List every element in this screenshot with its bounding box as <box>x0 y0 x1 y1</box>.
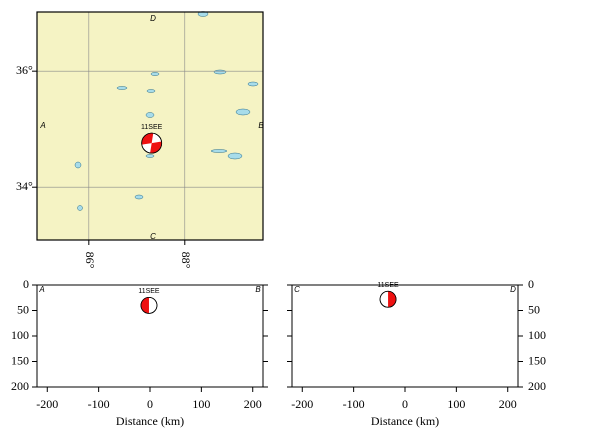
profile-label: B <box>258 121 264 130</box>
section: -200 -100 0 100 200 0 50 100 150 200 Distance (km)… <box>287 277 546 428</box>
y-tick-label: 200 <box>528 379 546 393</box>
lake <box>116 86 128 90</box>
lake <box>247 81 259 87</box>
map-ticks: 36° 34° 86° 88° <box>16 63 193 269</box>
mechanism-outline <box>379 290 397 308</box>
mechanism-outline <box>140 296 158 314</box>
y-tick-label: 100 <box>11 328 29 342</box>
y-tick-label: 200 <box>11 379 29 393</box>
lake <box>145 112 155 118</box>
y-tick-label: 150 <box>528 353 546 367</box>
lake <box>235 108 251 116</box>
x-tick-label: 200 <box>244 397 262 411</box>
focal-mechanism <box>141 132 163 154</box>
mechanism-quadrant <box>141 133 154 145</box>
lon-tick-label: 88° <box>179 252 193 269</box>
focal-mechanism <box>379 290 397 308</box>
x-tick-label: 0 <box>402 397 408 411</box>
x-tick-label: 100 <box>192 397 210 411</box>
y-tick-label: 0 <box>23 277 29 291</box>
profile-label: A <box>39 121 45 130</box>
lake <box>146 89 156 93</box>
x-axis-label: Distance (km) <box>371 414 439 428</box>
mechanism-quadrant <box>140 297 149 314</box>
x-tick-label: -200 <box>36 397 58 411</box>
mechanism-quadrant <box>388 291 397 308</box>
event-label: 11SEE <box>377 282 399 289</box>
x-tick-label: -100 <box>343 397 365 411</box>
lake <box>150 72 160 76</box>
profile-label: D <box>150 14 156 23</box>
map-land <box>37 12 263 240</box>
section-frame <box>291 284 519 388</box>
lat-tick-label: 36° <box>16 63 33 77</box>
lake <box>213 69 227 75</box>
x-tick-label: 0 <box>147 397 153 411</box>
focal-mechanism <box>140 296 158 314</box>
map-event: 11SEE <box>141 124 163 154</box>
event-label: 11SEE <box>138 288 160 295</box>
x-axis-label: Distance (km) <box>116 414 184 428</box>
x-tick-label: 200 <box>499 397 517 411</box>
y-tick-label: 100 <box>528 328 546 342</box>
y-tick-label: 50 <box>17 302 29 316</box>
lon-tick-label: 86° <box>83 252 97 269</box>
mechanism-outline <box>141 132 163 154</box>
lake <box>134 194 144 200</box>
lake <box>210 149 228 153</box>
section-start: A <box>38 285 44 294</box>
y-tick-label: 0 <box>528 277 534 291</box>
x-tick-label: 100 <box>447 397 465 411</box>
section-end: B <box>255 285 261 294</box>
y-tick-label: 150 <box>11 353 29 367</box>
mechanism-quadrant <box>150 141 162 154</box>
map-frame <box>36 11 264 241</box>
event-label: 11SEE <box>141 124 163 131</box>
y-tick-label: 50 <box>528 302 540 316</box>
section-start: C <box>294 285 300 294</box>
section: -200 -100 0 100 200 0 50 100 150 200 Distance (km)… <box>11 277 268 428</box>
profile-label: C <box>150 232 156 241</box>
lat-tick-label: 34° <box>16 179 33 193</box>
x-tick-label: -200 <box>291 397 313 411</box>
map-grid <box>37 12 263 240</box>
lake <box>74 161 82 169</box>
lake <box>227 152 243 160</box>
lakes <box>74 11 259 211</box>
lake <box>145 154 155 158</box>
lake <box>77 205 83 211</box>
x-tick-label: -100 <box>88 397 110 411</box>
section-end: D <box>510 285 516 294</box>
